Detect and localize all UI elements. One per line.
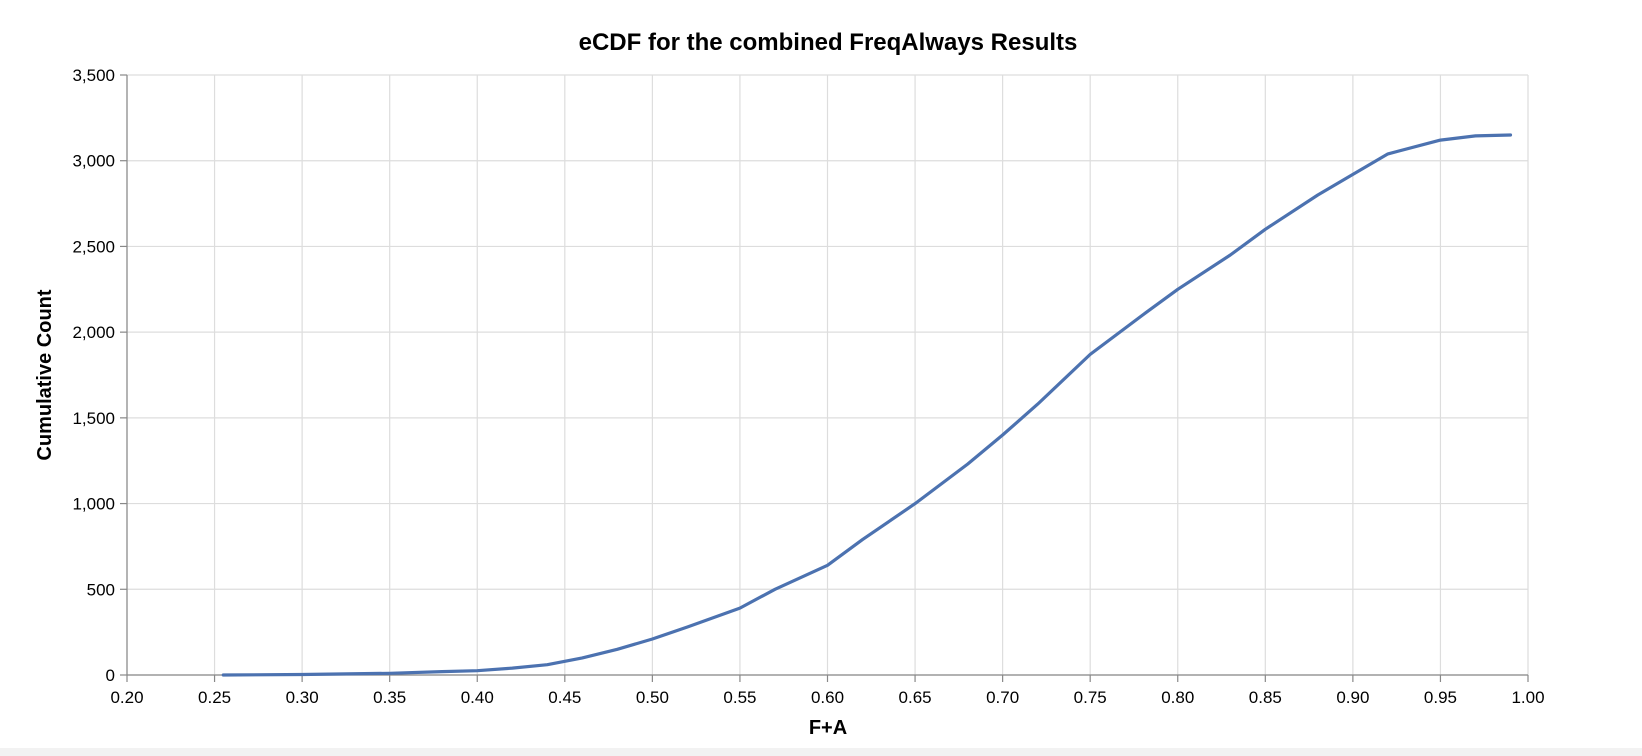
gridlines [126, 74, 1529, 676]
x-tick-label: 0.90 [1336, 688, 1369, 707]
x-tick-label: 0.60 [811, 688, 844, 707]
x-tick-label: 0.65 [899, 688, 932, 707]
y-tick-label: 1,000 [72, 495, 115, 514]
x-tick-label: 0.25 [198, 688, 231, 707]
y-tick-label: 3,500 [72, 66, 115, 85]
x-tick-label: 0.55 [723, 688, 756, 707]
x-tick-label: 0.80 [1161, 688, 1194, 707]
chart-title: eCDF for the combined FreqAlways Results [579, 29, 1078, 56]
x-tick-label: 1.00 [1511, 688, 1544, 707]
x-tick-label: 0.45 [548, 688, 581, 707]
x-tick-label: 0.40 [461, 688, 494, 707]
series-layer [221, 133, 1513, 677]
y-tick-label: 2,500 [72, 237, 115, 256]
y-axis-title: Cumulative Count [34, 289, 56, 460]
x-axis-ticks: 0.20 0.25 0.30 0.35 0.40 0.45 0.50 0.55 0.60 0.65… [110, 675, 1545, 707]
x-tick-label: 0.35 [373, 688, 406, 707]
y-tick-label: 0 [106, 666, 115, 685]
x-tick-label: 0.75 [1074, 688, 1107, 707]
ecdf-line [221, 133, 1513, 677]
x-tick-label: 0.95 [1424, 688, 1457, 707]
y-tick-label: 500 [87, 580, 115, 599]
y-axis-ticks: 0 500 1,000 1,500 2,000 2,500 3,000 3,500 [72, 66, 127, 685]
x-axis-title: F+A [809, 717, 847, 739]
x-tick-label: 0.20 [110, 688, 143, 707]
x-tick-label: 0.70 [986, 688, 1019, 707]
x-tick-label: 0.30 [286, 688, 319, 707]
y-tick-label: 2,000 [72, 323, 115, 342]
y-tick-label: 3,000 [72, 152, 115, 171]
y-tick-label: 1,500 [72, 409, 115, 428]
footer-strip [0, 748, 1642, 756]
x-tick-label: 0.85 [1249, 688, 1282, 707]
x-tick-label: 0.50 [636, 688, 669, 707]
